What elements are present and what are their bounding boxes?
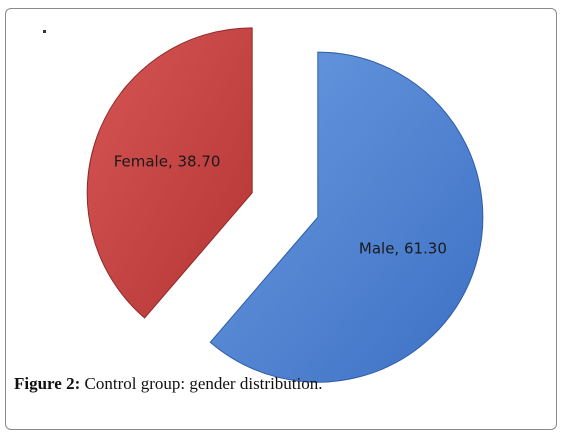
pie-slice-female	[86, 27, 253, 319]
caption-text: Control group: gender distribution.	[80, 374, 323, 393]
figure-caption: Figure 2: Control group: gender distribu…	[14, 374, 323, 394]
slice-label-female: Female, 38.70	[114, 152, 221, 170]
stray-mark	[43, 30, 46, 33]
slice-label-male: Male, 61.30	[359, 240, 447, 258]
figure-label: Figure 2:	[14, 374, 81, 393]
pie-slice-male	[209, 51, 484, 383]
